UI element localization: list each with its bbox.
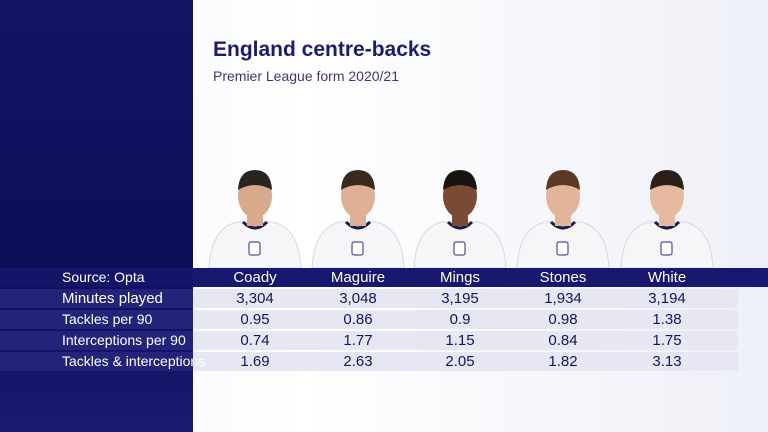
cell-value: 0.84 [548,332,578,349]
photo-shape [556,241,569,256]
row-label: Interceptions per 90 [62,332,186,348]
photo-shape [660,241,673,256]
cell-value: 3,048 [339,290,377,307]
photo-shape [653,220,681,230]
cell-value: 3,194 [648,290,686,307]
photo-shape [241,220,269,230]
photo-shape [341,170,375,190]
cell-value: 3,304 [236,290,274,307]
photo-shape [248,241,261,256]
cell-value: 2.63 [343,353,373,370]
column-header: Coady [233,269,277,286]
column-header: Maguire [330,269,386,286]
cell-value: 1.75 [652,332,682,349]
cell-value: 1.38 [652,311,682,328]
photo-shape [238,170,272,190]
row-band [193,310,738,329]
cell-value: 1.69 [240,353,270,370]
column-header: Stones [539,269,587,286]
row-label: Minutes played [62,290,163,307]
cell-value: 1.77 [343,332,373,349]
row-band [193,331,738,350]
cell-value: 3,195 [441,290,479,307]
cell-value: 0.9 [449,311,471,328]
photo-shape [546,170,580,190]
cell-value: 0.86 [343,311,373,328]
row-band [0,289,193,308]
photo-shape [351,241,364,256]
row-band [0,331,193,350]
header-band [0,268,193,287]
header-band [193,268,768,287]
title: England centre-backs [213,38,432,61]
row-label: Tackles & interceptions [62,353,206,369]
row-label: Tackles per 90 [62,311,153,327]
row-band [0,310,193,329]
cell-value: 0.95 [240,311,270,328]
source-label: Source: Opta [62,269,145,285]
cell-value: 2.05 [445,353,475,370]
column-header: White [647,269,687,286]
cell-value: 1.82 [548,353,578,370]
photo-shape [650,170,684,190]
cell-value: 3.13 [652,353,682,370]
subtitle: Premier League form 2020/21 [213,68,399,84]
row-band [193,352,738,371]
photo-shape [549,220,577,230]
photo-shape [446,220,474,230]
photo-shape [453,241,466,256]
row-band [193,289,738,308]
row-band [0,352,193,371]
cell-value: 1.15 [445,332,475,349]
photo-shape [344,220,372,230]
cell-value: 1,934 [544,290,582,307]
cell-value: 0.98 [548,311,578,328]
player-photos [208,170,714,269]
cell-value: 0.74 [240,332,270,349]
photo-shape [443,170,477,190]
column-header: Mings [439,269,480,286]
